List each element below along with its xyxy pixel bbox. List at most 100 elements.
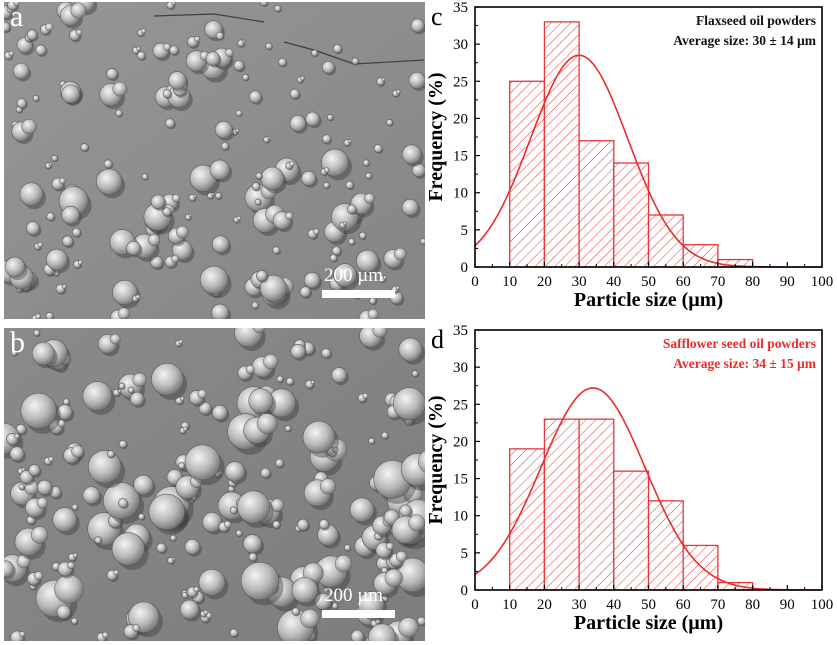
sem-particle	[14, 526, 49, 560]
histogram-bar	[543, 418, 580, 591]
sem-particle	[220, 142, 230, 152]
sem-particle	[302, 420, 339, 458]
sem-particle	[126, 240, 143, 258]
sem-particle	[315, 554, 353, 592]
sem-image-a: a 200 µm	[4, 2, 425, 319]
sem-particle	[243, 534, 265, 556]
y-axis-label: Frequency (%)	[425, 395, 447, 524]
y-tick-label: 15	[453, 472, 468, 488]
sem-particle	[357, 392, 369, 404]
sem-particle	[112, 388, 121, 398]
sem-particle	[51, 154, 59, 163]
sem-particle	[389, 550, 408, 569]
sem-particle	[115, 109, 124, 118]
sem-particle	[184, 444, 225, 486]
sem-particle	[200, 609, 209, 618]
sem-particle	[25, 497, 48, 521]
y-tick-label: 15	[453, 149, 468, 165]
sem-particle	[401, 144, 424, 167]
sem-particle	[333, 263, 360, 290]
sem-particle	[358, 308, 379, 319]
sem-particle	[68, 29, 83, 43]
sem-particle	[395, 557, 425, 597]
sem-particle	[383, 247, 407, 271]
sem-particle	[251, 182, 261, 192]
sem-particle	[68, 552, 78, 563]
sem-particle	[118, 440, 128, 450]
sem-particle	[61, 205, 82, 227]
sem-particle	[175, 339, 184, 348]
sem-particle	[285, 161, 295, 171]
sem-particle	[386, 119, 394, 127]
sem-particle	[359, 328, 388, 351]
y-tick-label: 25	[453, 397, 468, 413]
sem-particle	[356, 249, 382, 276]
sem-particle	[35, 44, 48, 57]
sem-particle	[32, 94, 40, 103]
x-tick-label: 20	[537, 597, 552, 613]
sem-particle	[7, 2, 21, 12]
sem-particle	[189, 389, 207, 407]
sem-particle	[45, 248, 71, 274]
sem-particle	[6, 432, 20, 447]
sem-particle	[365, 172, 373, 180]
sem-image-b: b 200 µm	[4, 328, 425, 641]
sem-particle	[332, 44, 343, 55]
sem-particle	[272, 520, 282, 530]
sem-particle	[82, 381, 116, 415]
sem-particle	[321, 60, 337, 76]
scale-bar-a	[322, 290, 395, 298]
sem-particle	[150, 194, 167, 211]
sem-particle	[322, 134, 333, 145]
sem-particle	[254, 198, 262, 206]
sem-particle	[255, 172, 264, 181]
sem-particle	[40, 22, 54, 37]
sem-particle	[359, 231, 367, 240]
sem-particle	[345, 180, 355, 191]
sem-particle	[209, 159, 233, 183]
x-tick-label: 80	[745, 597, 760, 613]
sem-particle	[169, 534, 177, 542]
sem-particle	[305, 379, 315, 390]
sem-particle	[311, 49, 319, 58]
sem-particle	[251, 354, 279, 381]
sem-particle	[211, 303, 231, 319]
sem-particle	[240, 561, 284, 606]
sem-particle	[297, 518, 310, 533]
y-tick-label: 35	[453, 323, 468, 339]
sem-particle	[103, 159, 114, 170]
sem-particle	[410, 18, 425, 35]
sem-particle	[398, 337, 425, 365]
sem-particle	[376, 77, 386, 87]
sem-particle	[275, 458, 285, 469]
sem-particle	[296, 75, 305, 84]
x-tick-label: 100	[811, 274, 834, 290]
sem-particle	[392, 387, 425, 425]
histogram-bar	[509, 80, 546, 268]
sem-particle	[331, 602, 339, 610]
sem-particle	[10, 630, 26, 641]
sem-particle	[303, 478, 337, 511]
sem-particle	[321, 348, 333, 360]
sem-particle	[344, 544, 352, 552]
sem-particle	[274, 4, 282, 13]
sem-particle	[51, 177, 66, 192]
sem-particle	[343, 139, 352, 148]
sem-particle	[184, 539, 202, 557]
sem-particle	[198, 401, 213, 417]
sem-particle	[290, 343, 308, 361]
sem-particle	[373, 144, 384, 154]
sem-particle	[248, 552, 258, 563]
x-tick-label: 0	[471, 274, 479, 290]
sem-particle	[234, 328, 267, 352]
sem-particle	[73, 259, 83, 270]
annotation-line: Safflower seed oil powders	[663, 336, 816, 351]
sem-particle	[10, 349, 19, 357]
x-tick-label: 100	[811, 597, 834, 613]
sem-particle	[123, 624, 141, 641]
sem-particle	[4, 256, 28, 281]
sem-particle	[138, 513, 146, 521]
sem-particle	[242, 73, 250, 82]
sem-particle	[284, 425, 292, 433]
sem-particle	[260, 467, 272, 480]
